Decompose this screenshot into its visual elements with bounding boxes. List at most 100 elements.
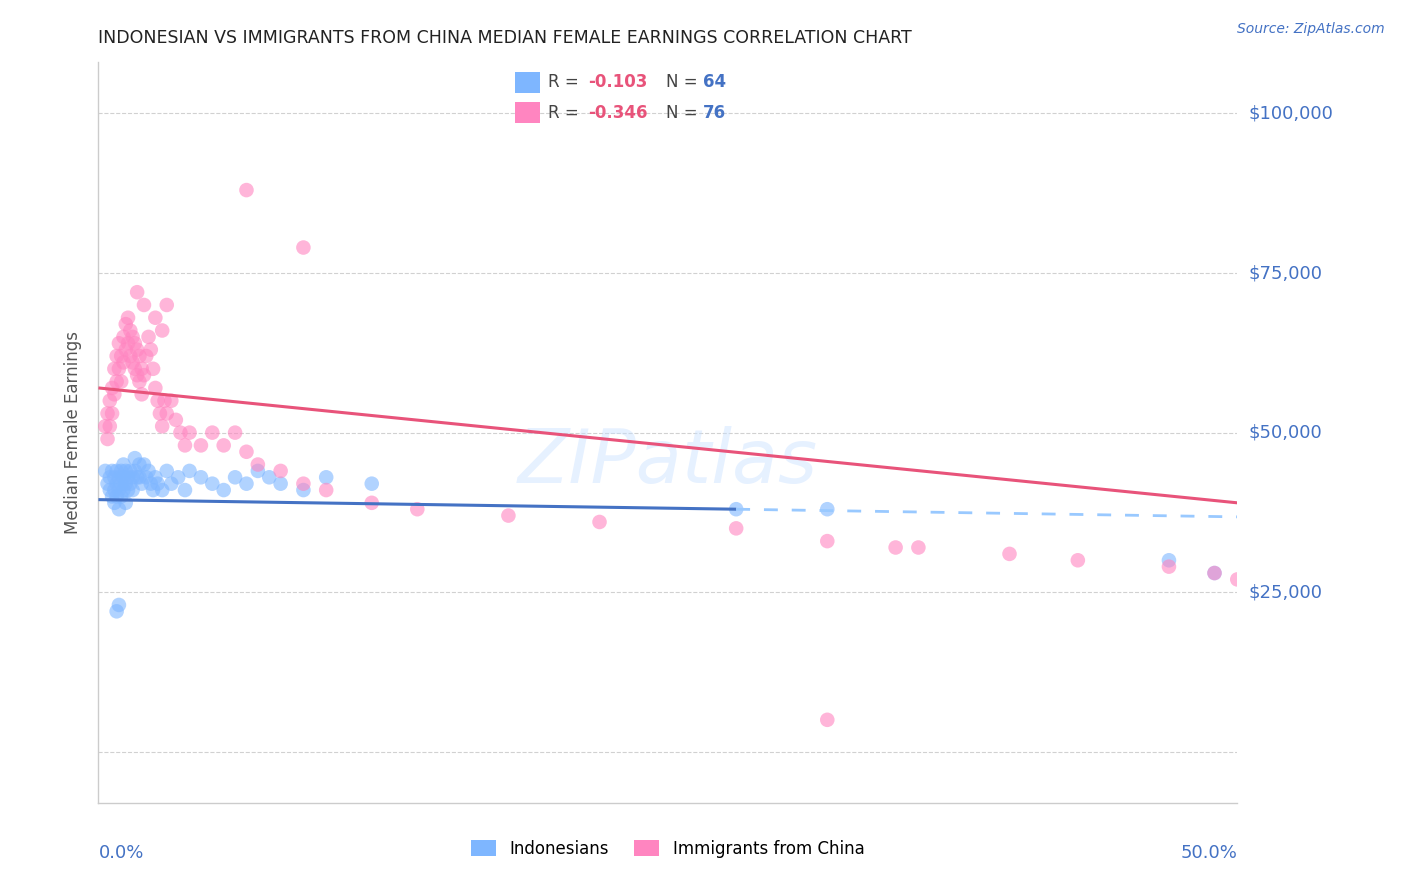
Point [128,349,150,363]
Point [998,547,1021,561]
Text: 0.0%: 0.0% [98,844,143,862]
Text: ZIPatlas: ZIPatlas [517,426,818,499]
Point [1157,559,1180,574]
Point [135,349,157,363]
Point [128,458,150,472]
Point [114,317,136,331]
Point [131,361,153,376]
Point [101,407,124,421]
Point [121,330,143,344]
Point [124,336,146,351]
Point [815,502,838,516]
Point [124,361,146,376]
Point [160,393,183,408]
Point [156,407,179,421]
Point [96,407,118,421]
Point [131,387,153,401]
Legend: Indonesians, Immigrants from China: Indonesians, Immigrants from China [465,833,870,865]
Point [174,438,197,452]
Point [292,483,315,497]
Point [150,324,173,338]
Point [132,368,155,383]
Point [112,458,135,472]
Point [98,393,121,408]
Point [128,375,150,389]
Point [246,464,269,478]
Point [124,451,146,466]
Point [725,521,748,535]
Point [179,464,201,478]
Point [165,413,187,427]
Point [212,483,235,497]
Point [101,381,124,395]
Point [145,381,167,395]
Point [884,541,907,555]
Point [160,476,183,491]
Text: R =: R = [548,73,585,91]
Point [108,598,131,612]
Point [121,355,143,369]
Point [114,476,136,491]
Point [127,470,149,484]
Point [114,496,136,510]
Point [110,476,132,491]
Point [110,464,132,478]
Point [108,502,131,516]
Point [815,534,838,549]
Point [725,502,748,516]
Point [142,361,165,376]
Point [98,470,121,484]
Point [212,438,235,452]
Point [98,419,121,434]
Point [1204,566,1226,580]
Point [1226,573,1249,587]
Point [201,476,224,491]
Point [235,444,257,458]
Point [103,387,125,401]
Point [96,476,118,491]
Bar [515,102,540,123]
Point [1067,553,1090,567]
Point [108,336,131,351]
Text: 76: 76 [703,103,725,121]
Point [120,349,142,363]
Point [121,483,143,497]
Point [98,483,121,497]
Point [127,343,149,357]
Text: $75,000: $75,000 [1249,264,1323,282]
Point [156,464,179,478]
Point [292,476,315,491]
Text: $50,000: $50,000 [1249,424,1322,442]
Text: 64: 64 [703,73,725,91]
Point [110,349,132,363]
Point [146,393,169,408]
Point [315,483,337,497]
Point [201,425,224,440]
Text: -0.103: -0.103 [588,73,647,91]
Point [246,458,269,472]
Point [124,464,146,478]
Point [112,330,135,344]
Point [103,361,125,376]
Point [132,298,155,312]
Point [132,458,155,472]
Point [114,464,136,478]
Point [235,183,257,197]
Text: -0.346: -0.346 [588,103,647,121]
Point [150,483,173,497]
Point [169,425,191,440]
Point [156,298,179,312]
Point [146,476,169,491]
Text: N =: N = [666,73,703,91]
Point [117,336,139,351]
Point [1157,553,1180,567]
Point [112,470,135,484]
Point [120,324,142,338]
Point [103,470,125,484]
Text: R =: R = [548,103,585,121]
Point [120,464,142,478]
Point [167,470,190,484]
Point [139,343,162,357]
Point [360,496,382,510]
Point [149,407,172,421]
